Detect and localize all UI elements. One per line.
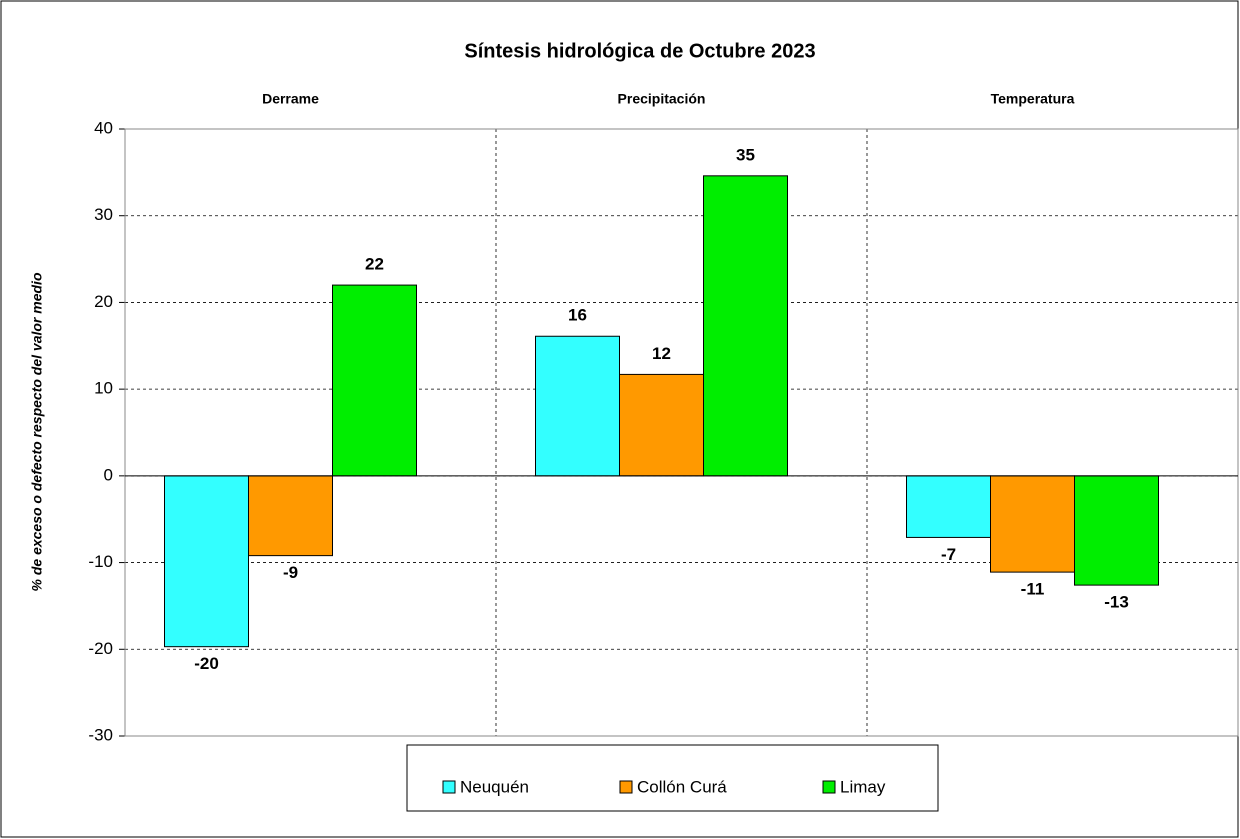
legend-label: Limay <box>840 777 886 796</box>
category-label: Precipitación <box>618 91 706 107</box>
chart-title: Síntesis hidrológica de Octubre 2023 <box>464 40 815 62</box>
bar <box>535 335 620 477</box>
value-label: 16 <box>568 306 587 325</box>
category-label: Derrame <box>262 91 319 107</box>
y-axis-label: % de exceso o defecto respecto del valor… <box>29 272 45 591</box>
bar <box>248 475 333 557</box>
value-label: -20 <box>194 654 219 673</box>
bar <box>619 373 704 477</box>
value-label: -7 <box>941 545 956 564</box>
value-label: -11 <box>1021 580 1045 599</box>
legend-swatch <box>619 780 633 794</box>
bar <box>990 475 1075 573</box>
plot-border <box>124 128 1239 737</box>
y-tick-label: 30 <box>94 205 113 224</box>
bar <box>906 475 991 538</box>
bar <box>332 284 417 477</box>
y-tick-label: -10 <box>88 552 113 571</box>
legend-label: Collón Curá <box>637 777 727 796</box>
value-label: 22 <box>365 255 384 274</box>
legend-swatch <box>822 780 836 794</box>
category-label: Temperatura <box>991 91 1075 107</box>
value-label: 12 <box>652 344 671 363</box>
y-tick-label: 0 <box>104 465 113 484</box>
y-tick-label: -30 <box>88 725 113 744</box>
legend-label: Neuquén <box>460 777 529 796</box>
value-label: 35 <box>736 145 755 164</box>
bar <box>164 475 249 648</box>
value-label: -13 <box>1104 593 1129 612</box>
legend-swatch <box>442 780 456 794</box>
y-tick-label: 10 <box>94 379 113 398</box>
bar <box>703 175 788 477</box>
legend-box <box>406 744 939 812</box>
bar <box>1074 475 1159 586</box>
value-label: -9 <box>283 563 298 582</box>
y-tick-label: -20 <box>88 639 113 658</box>
y-tick-label: 40 <box>94 118 113 137</box>
y-tick-label: 20 <box>94 292 113 311</box>
